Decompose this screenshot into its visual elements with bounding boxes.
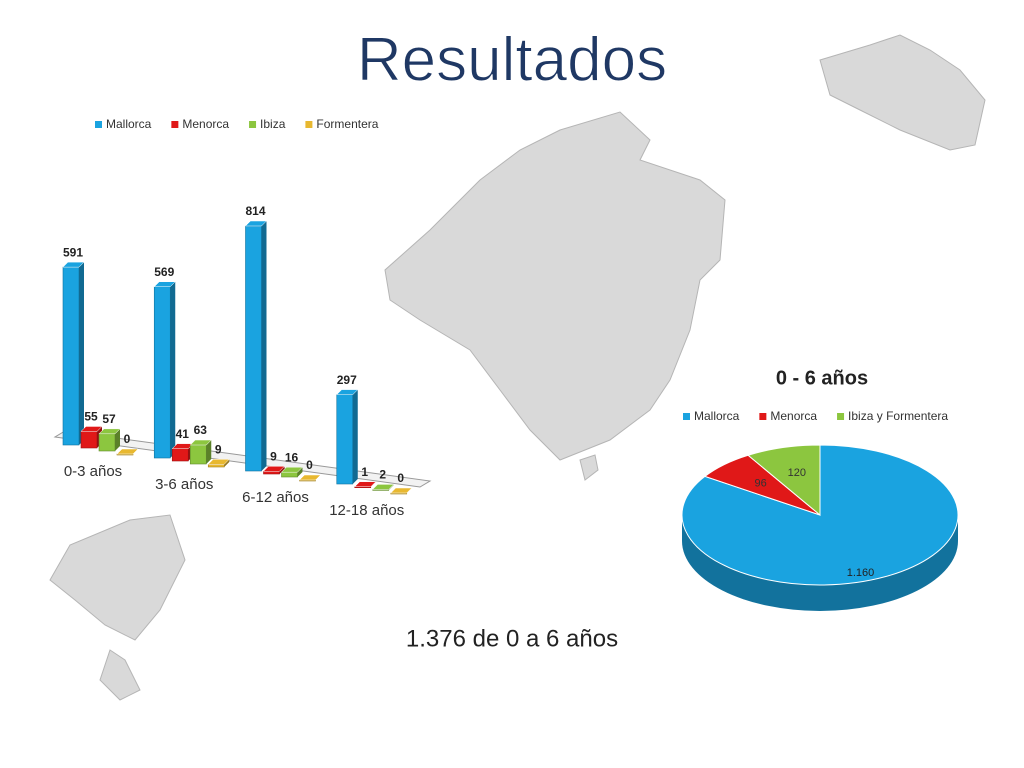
- slide-title: Resultados: [357, 25, 667, 94]
- legend-swatch: [683, 413, 690, 420]
- data-label: 2: [379, 468, 386, 482]
- bar-side: [261, 221, 267, 471]
- x-tick-label: 12-18 años: [329, 502, 404, 519]
- bar-top: [207, 459, 230, 465]
- data-label: 591: [63, 245, 83, 259]
- legend-swatch: [837, 413, 845, 420]
- caption: 1.376 de 0 a 6 años: [406, 625, 618, 652]
- bar: [171, 448, 189, 462]
- data-label: 16: [285, 450, 299, 464]
- bar: [245, 225, 262, 472]
- bar-top: [336, 389, 359, 395]
- legend-label: Ibiza: [260, 117, 286, 131]
- bar-top: [153, 281, 176, 287]
- bar-top: [62, 261, 85, 268]
- data-label: 0: [397, 471, 404, 485]
- data-label: 55: [84, 410, 98, 424]
- cabrera-shape: [579, 454, 599, 481]
- legend-swatch: [305, 121, 313, 128]
- legend-label: Menorca: [770, 409, 817, 423]
- bar-side: [297, 467, 303, 477]
- data-label: 57: [102, 412, 116, 426]
- data-label: 63: [194, 423, 208, 437]
- legend-label: Mallorca: [106, 117, 152, 131]
- data-label: 1.160: [847, 567, 875, 579]
- bar-top: [116, 448, 139, 455]
- data-label: 297: [337, 373, 357, 387]
- pie-slice: [747, 444, 821, 517]
- bar: [153, 286, 171, 459]
- data-label: 0: [124, 432, 131, 446]
- legend-swatch: [171, 121, 179, 128]
- data-label: 120: [788, 467, 806, 479]
- bar-top: [189, 439, 212, 446]
- data-label: 9: [215, 442, 222, 456]
- bar: [336, 394, 354, 485]
- bar: [62, 266, 80, 446]
- bar-side: [206, 440, 212, 464]
- bar-side: [115, 428, 120, 451]
- data-label: 569: [154, 265, 174, 279]
- ibiza-shape: [49, 514, 186, 641]
- pie-title: 0 - 6 años: [776, 367, 868, 389]
- bar: [281, 471, 298, 478]
- data-label: 1: [361, 465, 368, 479]
- x-tick-label: 6-12 años: [242, 489, 309, 506]
- legend-swatch: [249, 121, 257, 128]
- bar: [207, 463, 225, 468]
- bar-top: [80, 426, 103, 432]
- data-label: 814: [245, 204, 265, 218]
- bar-top: [298, 474, 322, 481]
- bar-side: [352, 389, 358, 484]
- legend-label: Mallorca: [694, 409, 740, 423]
- formentera-shape: [99, 649, 141, 701]
- data-label: 41: [176, 427, 190, 441]
- bar-top: [354, 481, 377, 487]
- bar-top: [98, 428, 121, 435]
- legend-label: Menorca: [182, 117, 229, 131]
- legend-label: Formentera: [316, 117, 378, 131]
- data-label: 0: [306, 458, 313, 472]
- bar-side: [279, 466, 285, 474]
- x-tick-label: 0-3 años: [64, 463, 122, 480]
- legend-label: Ibiza y Formentera: [848, 409, 948, 423]
- menorca-shape: [819, 34, 986, 151]
- legend-swatch: [759, 413, 767, 420]
- bar: [263, 470, 280, 475]
- mallorca-shape: [384, 111, 726, 461]
- bar: [189, 444, 207, 465]
- data-label: 9: [270, 449, 277, 463]
- legend-swatch: [95, 121, 102, 128]
- bar-side: [79, 262, 84, 445]
- data-label: 96: [754, 478, 766, 490]
- bar: [80, 431, 98, 449]
- bar-top: [390, 487, 413, 494]
- bar-top: [244, 220, 268, 227]
- bar-top: [280, 466, 304, 473]
- bar-side: [170, 281, 176, 458]
- x-tick-label: 3-6 años: [155, 476, 213, 493]
- bar-side: [224, 459, 230, 467]
- bar: [98, 433, 116, 452]
- bar-top: [372, 484, 395, 490]
- map: [49, 34, 986, 701]
- bar-top: [262, 466, 286, 472]
